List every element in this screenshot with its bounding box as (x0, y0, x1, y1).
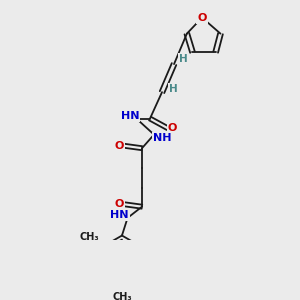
Text: O: O (197, 13, 207, 22)
Text: CH₃: CH₃ (112, 292, 132, 300)
Text: HN: HN (110, 210, 129, 220)
Text: H: H (169, 84, 178, 94)
Text: O: O (115, 199, 124, 209)
Text: NH: NH (153, 133, 171, 143)
Text: H: H (179, 54, 188, 64)
Text: O: O (168, 123, 177, 133)
Text: HN: HN (121, 111, 139, 121)
Text: CH₃: CH₃ (80, 232, 100, 242)
Text: O: O (115, 141, 124, 151)
